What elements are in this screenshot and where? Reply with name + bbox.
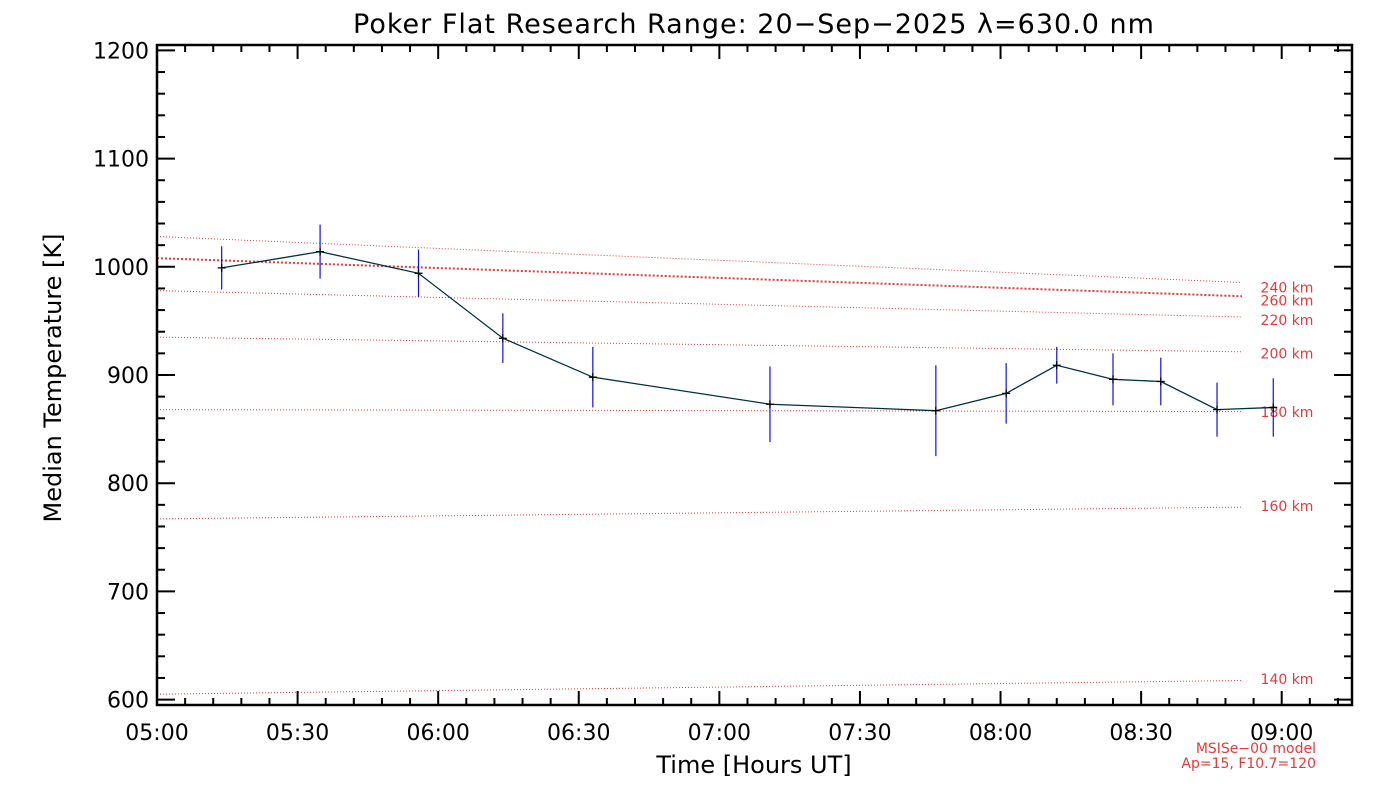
- x-tick-label: 07:30: [828, 721, 891, 746]
- model-label-200-km: 200 km: [1261, 346, 1314, 362]
- y-tick-label: 1100: [93, 148, 149, 173]
- model-label-line-1: MSISe−00 model: [1196, 741, 1316, 757]
- data-point: [217, 263, 226, 272]
- data-point: [588, 373, 597, 382]
- model-line-160-km: [156, 506, 1243, 520]
- data-point: [414, 269, 423, 278]
- plot-border: [155, 43, 1354, 707]
- model-line-200-km: [156, 336, 1243, 353]
- x-tick-label: 08:00: [969, 721, 1032, 746]
- data-point: [316, 247, 325, 256]
- y-tick-label: 800: [107, 472, 149, 497]
- x-tick-label: 06:00: [406, 721, 469, 746]
- x-tick-label: 05:30: [266, 721, 329, 746]
- data-point: [1052, 361, 1061, 370]
- measured-line: [221, 250, 1274, 412]
- x-tick-label: 09:00: [1250, 721, 1313, 746]
- data-point: [1002, 389, 1011, 398]
- y-tick-label: 1000: [93, 256, 149, 281]
- model-line-140-km: [156, 679, 1243, 695]
- x-tick-label: 06:30: [547, 721, 610, 746]
- x-tick-label: 07:00: [688, 721, 751, 746]
- model-lines: [156, 236, 1243, 695]
- model-label-240-km: 240 km: [1261, 280, 1314, 296]
- data-point: [765, 400, 774, 409]
- x-axis: 05:00 05:30 06:00 06:30 07:00 07:30 08:00 08:30…: [125, 45, 1339, 746]
- model-line-240-km: [156, 236, 1243, 283]
- x-tick-label: 08:30: [1109, 721, 1172, 746]
- y-tick-label: 900: [107, 364, 149, 389]
- y-axis: 600 700 800 900 1000 1100 1200: [93, 39, 1352, 714]
- model-label-140-km: 140 km: [1261, 672, 1314, 688]
- y-tick-label: 600: [107, 689, 149, 714]
- model-label-line-2: Ap=15, F10.7=120: [1181, 756, 1316, 772]
- data-point: [1109, 375, 1117, 384]
- x-axis-label: Time [Hours UT]: [655, 751, 851, 779]
- measured-series: [217, 224, 1278, 457]
- model-label-220-km: 220 km: [1261, 313, 1314, 329]
- x-tick-label: 05:00: [125, 721, 188, 746]
- data-point: [1156, 377, 1165, 386]
- y-axis-label: Median Temperature [K]: [39, 233, 67, 522]
- model-line-180-km: [156, 409, 1243, 413]
- model-line-220-km: [156, 290, 1243, 318]
- y-tick-label: 700: [107, 580, 149, 605]
- chart-title: Poker Flat Research Range: 20−Sep−2025 λ…: [353, 9, 1155, 40]
- data-point: [1213, 405, 1222, 414]
- data-point: [931, 406, 940, 415]
- plot-frame: [155, 43, 1354, 707]
- model-label-260-km: 260 km: [1261, 293, 1314, 309]
- data-point: [498, 334, 507, 343]
- y-tick-label: 1200: [93, 39, 149, 64]
- data-point: [1269, 403, 1278, 412]
- model-label-160-km: 160 km: [1261, 499, 1314, 515]
- model-line-260-km: [156, 257, 1243, 298]
